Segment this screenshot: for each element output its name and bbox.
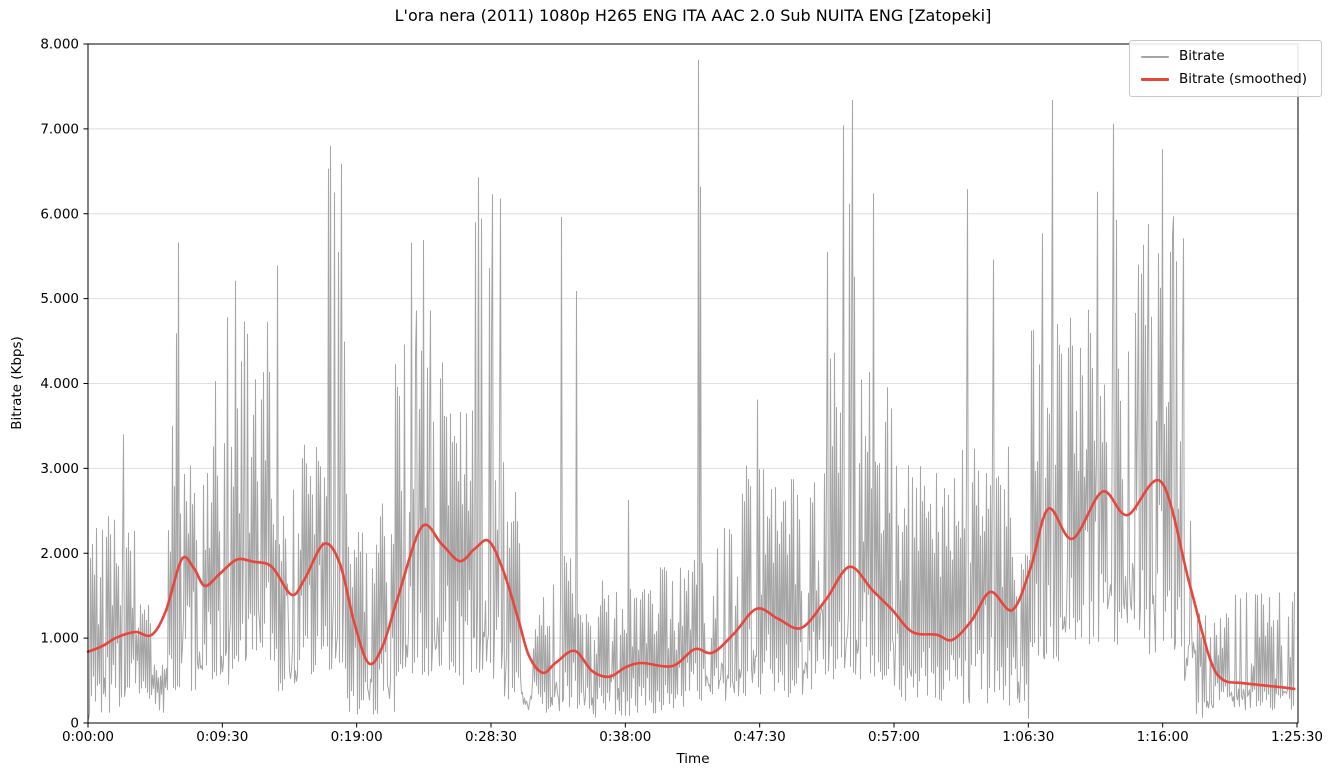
y-tick-label: 1.000 [40, 631, 79, 647]
y-tick-label: 0 [70, 716, 79, 732]
x-tick-label: 0:09:30 [196, 729, 248, 745]
x-tick-label: 0:38:00 [599, 729, 651, 745]
x-tick-label: 0:28:30 [465, 729, 517, 745]
legend-label-bitrate: Bitrate [1179, 48, 1225, 64]
y-tick-label: 3.000 [40, 461, 79, 477]
bitrate-smoothed-line-swatch [1141, 78, 1169, 81]
x-tick-label: 0:47:30 [734, 729, 786, 745]
x-tick-label: 1:25:30 [1271, 729, 1323, 745]
x-tick-label: 0:57:00 [868, 729, 920, 745]
legend-item-bitrate: Bitrate [1141, 49, 1307, 64]
y-tick-label: 4.000 [40, 376, 79, 392]
x-tick-label: 0:00:00 [62, 729, 114, 745]
y-tick-label: 8.000 [40, 37, 79, 53]
x-axis-label: Time [676, 751, 710, 767]
x-tick-label: 1:16:00 [1137, 729, 1189, 745]
y-tick-label: 2.000 [40, 546, 79, 562]
y-tick-label: 7.000 [40, 121, 79, 137]
x-tick-label: 1:06:30 [1002, 729, 1054, 745]
chart-title: L'ora nera (2011) 1080p H265 ENG ITA AAC… [394, 6, 992, 25]
x-tick-label: 0:19:00 [331, 729, 383, 745]
legend: Bitrate Bitrate (smoothed) [1129, 40, 1322, 97]
y-axis-label: Bitrate (Kbps) [9, 336, 25, 430]
bitrate-smoothed-line [86, 478, 1296, 691]
y-tick-label: 5.000 [40, 291, 79, 307]
bitrate-line-swatch [1141, 55, 1169, 58]
legend-item-bitrate-smoothed: Bitrate (smoothed) [1141, 72, 1307, 87]
bitrate-raw-line [88, 60, 1295, 720]
legend-label-bitrate-smoothed: Bitrate (smoothed) [1179, 71, 1307, 87]
y-tick-label: 6.000 [40, 206, 79, 222]
